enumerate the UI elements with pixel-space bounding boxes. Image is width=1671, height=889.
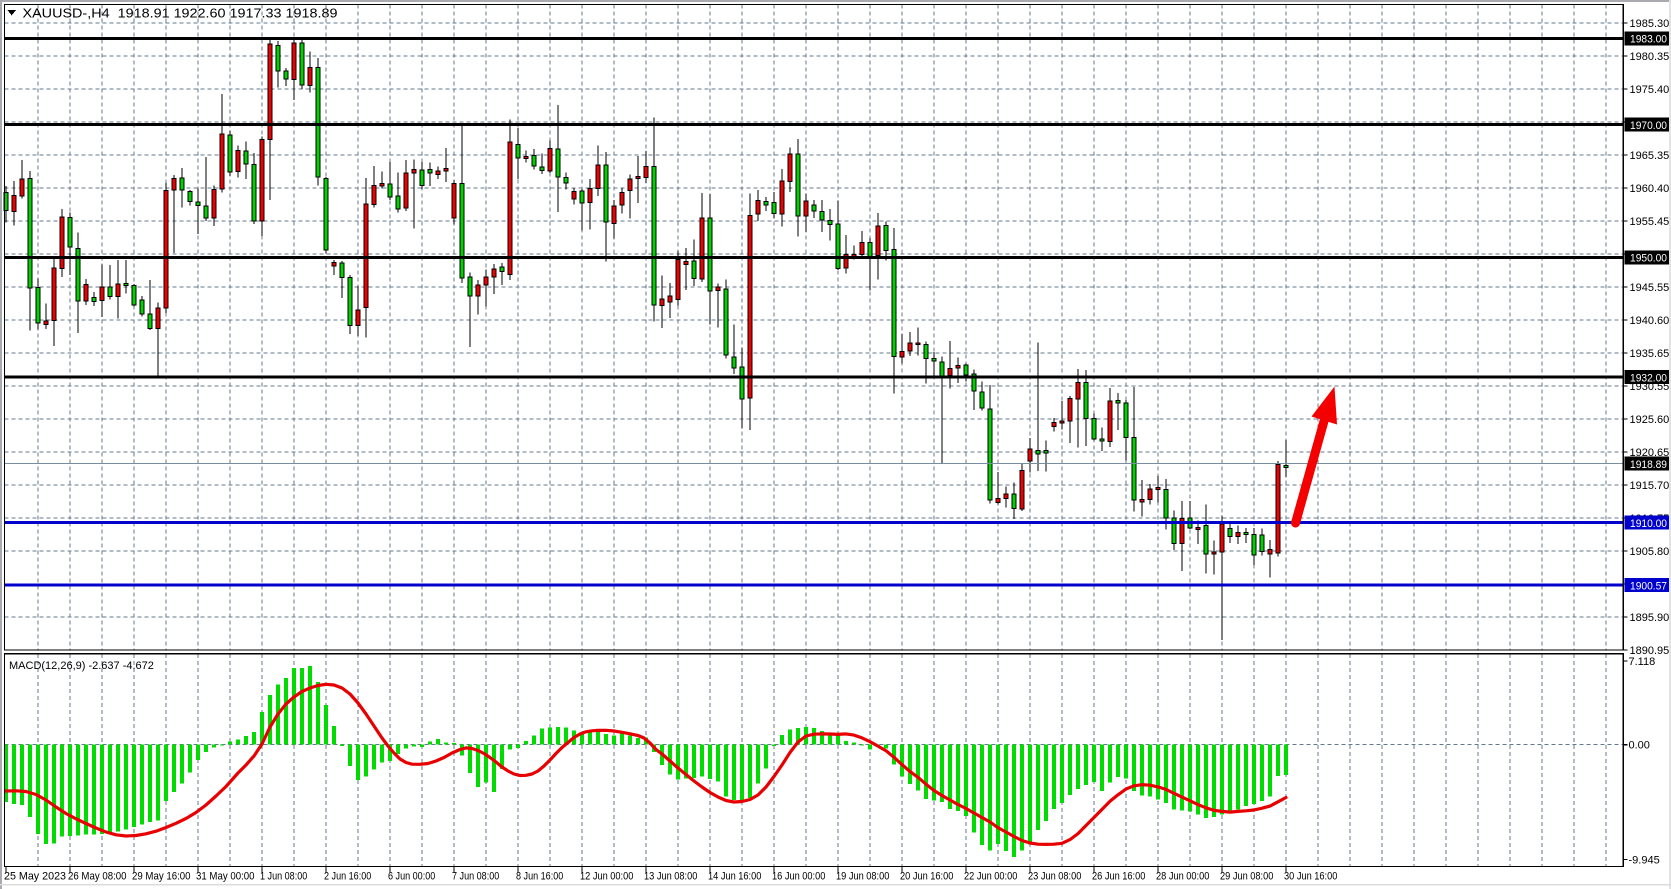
svg-text:1890.95: 1890.95 (1630, 645, 1670, 657)
svg-text:1955.45: 1955.45 (1630, 216, 1670, 228)
svg-text:MACD(12,26,9) -2.637 -4.672: MACD(12,26,9) -2.637 -4.672 (9, 660, 154, 672)
svg-text:1985.30: 1985.30 (1630, 18, 1670, 30)
svg-text:1925.60: 1925.60 (1630, 414, 1670, 426)
svg-text:19 Jun 08:00: 19 Jun 08:00 (836, 871, 889, 883)
svg-text:1960.40: 1960.40 (1630, 183, 1670, 195)
svg-text:1935.65: 1935.65 (1630, 348, 1670, 360)
svg-text:XAUUSD-,H4 1918.91 1922.60 19: XAUUSD-,H4 1918.91 1922.60 1917.33 1918.… (23, 6, 338, 21)
svg-text:29 Jun 08:00: 29 Jun 08:00 (1220, 871, 1273, 883)
svg-text:1900.57: 1900.57 (1630, 580, 1667, 592)
svg-text:1940.60: 1940.60 (1630, 315, 1670, 327)
svg-text:31 May 00:00: 31 May 00:00 (196, 871, 255, 883)
svg-text:1915.70: 1915.70 (1630, 480, 1670, 492)
svg-text:1970.00: 1970.00 (1630, 120, 1667, 132)
svg-text:1 Jun 08:00: 1 Jun 08:00 (260, 871, 307, 883)
svg-text:1920.65: 1920.65 (1630, 447, 1670, 459)
svg-text:29 May 16:00: 29 May 16:00 (132, 871, 191, 883)
svg-text:14 Jun 16:00: 14 Jun 16:00 (708, 871, 761, 883)
svg-text:1932.00: 1932.00 (1630, 372, 1667, 384)
svg-text:1918.89: 1918.89 (1630, 459, 1667, 471)
svg-text:1965.35: 1965.35 (1630, 150, 1670, 162)
svg-text:30 Jun 16:00: 30 Jun 16:00 (1284, 871, 1337, 883)
svg-text:26 May 08:00: 26 May 08:00 (68, 871, 127, 883)
svg-text:25 May 2023: 25 May 2023 (4, 871, 66, 883)
svg-text:0.00: 0.00 (1629, 740, 1650, 752)
svg-text:7.118: 7.118 (1629, 656, 1656, 668)
svg-text:13 Jun 08:00: 13 Jun 08:00 (644, 871, 697, 883)
svg-text:7 Jun 08:00: 7 Jun 08:00 (452, 871, 499, 883)
svg-text:1975.40: 1975.40 (1630, 84, 1670, 96)
svg-text:1950.00: 1950.00 (1630, 253, 1667, 265)
svg-text:26 Jun 16:00: 26 Jun 16:00 (1092, 871, 1145, 883)
svg-text:20 Jun 16:00: 20 Jun 16:00 (900, 871, 953, 883)
svg-text:1905.80: 1905.80 (1630, 546, 1670, 558)
svg-text:6 Jun 00:00: 6 Jun 00:00 (388, 871, 435, 883)
svg-text:1895.90: 1895.90 (1630, 612, 1670, 624)
svg-text:22 Jun 00:00: 22 Jun 00:00 (964, 871, 1017, 883)
svg-text:8 Jun 16:00: 8 Jun 16:00 (516, 871, 563, 883)
svg-text:28 Jun 00:00: 28 Jun 00:00 (1156, 871, 1209, 883)
svg-text:1945.55: 1945.55 (1630, 282, 1670, 294)
svg-text:1983.00: 1983.00 (1630, 34, 1667, 46)
svg-text:16 Jun 00:00: 16 Jun 00:00 (772, 871, 825, 883)
svg-text:1910.00: 1910.00 (1630, 518, 1667, 530)
svg-text:1980.35: 1980.35 (1630, 51, 1670, 63)
svg-text:-9.945: -9.945 (1629, 855, 1660, 867)
svg-text:23 Jun 08:00: 23 Jun 08:00 (1028, 871, 1081, 883)
svg-text:2 Jun 16:00: 2 Jun 16:00 (324, 871, 371, 883)
svg-text:12 Jun 00:00: 12 Jun 00:00 (580, 871, 633, 883)
